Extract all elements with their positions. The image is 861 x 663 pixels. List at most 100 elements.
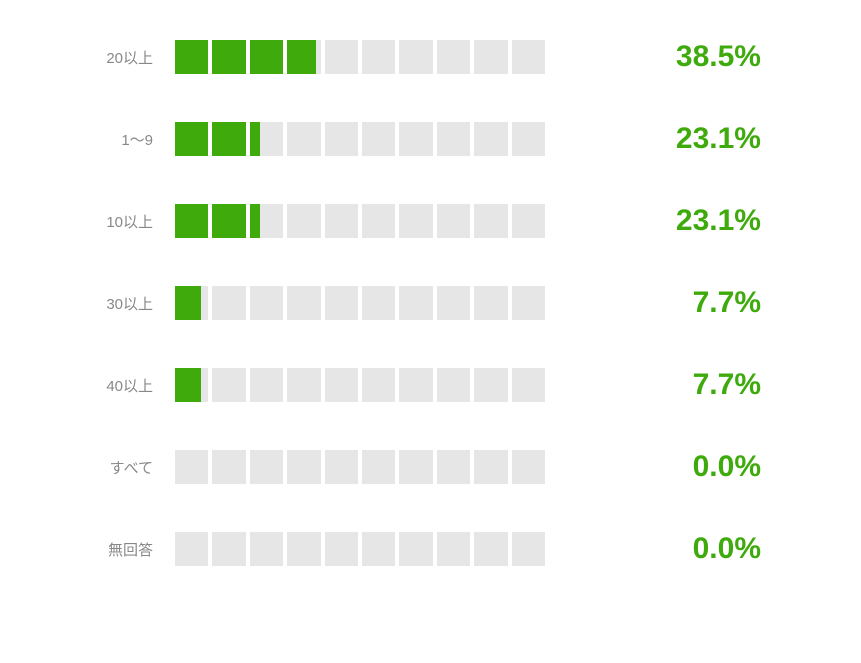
row-percent: 23.1% [545,122,801,156]
bar-segment [325,368,358,402]
chart-row: 無回答 0.0% [60,532,801,566]
bar-segment [474,532,507,566]
bar-segment [437,450,470,484]
bar-container [175,40,545,74]
bar-segment [362,204,395,238]
chart-row: 20以上 38.5% [60,40,801,74]
bar-segment [399,368,432,402]
bar-segment-fill [250,40,283,74]
bar-segment [437,286,470,320]
segmented-bar-chart: 20以上38.5%1～923.1%10以上23.1%30以上7.7%40以上7.… [60,40,801,566]
bar-segment [474,368,507,402]
bar-segment-fill [175,122,208,156]
row-percent: 38.5% [545,40,801,74]
bar-segment [250,40,283,74]
bar-segment [212,40,245,74]
bar-segment [474,40,507,74]
bar-segment [362,122,395,156]
row-percent: 23.1% [545,204,801,238]
bar-segment [175,368,208,402]
bar-segment [362,286,395,320]
bar-segment [325,532,358,566]
bar-segment [287,204,320,238]
bar-segment [399,286,432,320]
bar-segment [212,368,245,402]
bar-segment [399,450,432,484]
bar-segment [287,40,320,74]
bar-segment-fill [250,204,260,238]
bar-segment [362,368,395,402]
bar-segment [325,204,358,238]
bar-container [175,450,545,484]
row-label: 10以上 [60,211,175,232]
bar-segment [437,532,470,566]
bar-segment-fill [250,122,260,156]
chart-row: 40以上7.7% [60,368,801,402]
bar-segment-fill [175,40,208,74]
bar-segment [250,532,283,566]
bar-container [175,286,545,320]
bar-segment [287,450,320,484]
bar-segment [212,286,245,320]
bar-segment [212,204,245,238]
bar-segment-fill [175,286,201,320]
bar-segment [175,204,208,238]
row-label: 30以上 [60,293,175,314]
bar-segment [512,122,545,156]
bar-segment [287,122,320,156]
bar-segment [175,122,208,156]
row-label: すべて [60,457,175,478]
bar-segment [212,532,245,566]
bar-segment [175,532,208,566]
row-label: 1～9 [60,129,175,150]
bar-segment [399,204,432,238]
bar-segment [175,286,208,320]
bar-segment [175,40,208,74]
bar-segment [250,204,283,238]
bar-segment [399,532,432,566]
bar-segment [512,286,545,320]
row-percent: 0.0% [545,450,801,484]
row-label: 無回答 [60,539,175,560]
bar-segment [325,40,358,74]
chart-row: すべて 0.0% [60,450,801,484]
bar-segment [512,368,545,402]
bar-segment [474,204,507,238]
bar-segment [325,122,358,156]
bar-segment [325,286,358,320]
bar-segment [512,40,545,74]
row-label: 20以上 [60,47,175,68]
bar-segment-fill [212,40,245,74]
bar-segment [512,204,545,238]
bar-segment [512,450,545,484]
bar-segment [474,122,507,156]
bar-segment [437,122,470,156]
bar-segment [325,450,358,484]
bar-segment [399,40,432,74]
bar-segment [212,122,245,156]
bar-segment [437,40,470,74]
row-percent: 7.7% [545,286,801,320]
bar-segment [250,286,283,320]
bar-segment [287,532,320,566]
bar-segment [362,450,395,484]
bar-container [175,368,545,402]
bar-segment-fill [287,40,315,74]
row-percent: 0.0% [545,532,801,566]
bar-container [175,532,545,566]
bar-segment-fill [175,204,208,238]
bar-segment [212,450,245,484]
bar-segment [287,286,320,320]
bar-segment [474,286,507,320]
bar-container [175,204,545,238]
bar-segment-fill [175,368,201,402]
chart-row: 1～9 23.1% [60,122,801,156]
bar-segment [175,450,208,484]
row-percent: 7.7% [545,368,801,402]
bar-segment [399,122,432,156]
bar-segment [437,204,470,238]
bar-segment [362,40,395,74]
bar-container [175,122,545,156]
bar-segment [437,368,470,402]
chart-row: 30以上 7.7% [60,286,801,320]
